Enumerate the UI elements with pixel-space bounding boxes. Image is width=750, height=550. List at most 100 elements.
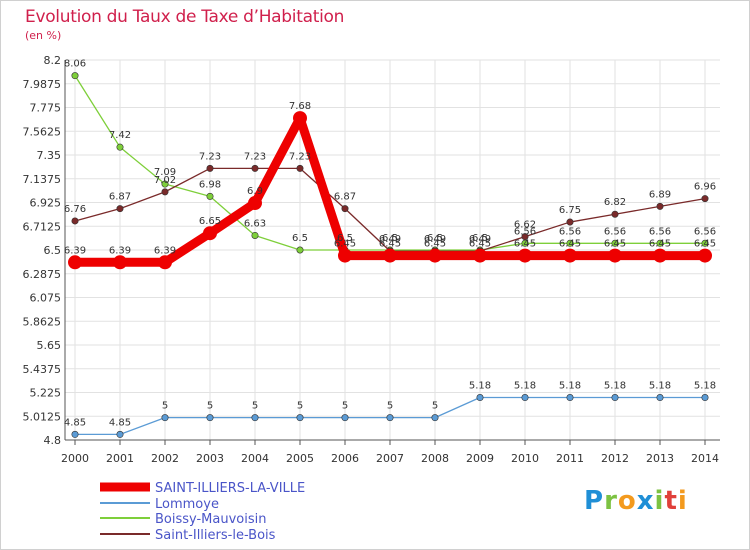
data-label: 6.5 [292,233,308,244]
data-label: 6.49 [424,234,446,245]
data-label: 5 [162,401,168,412]
data-label: 6.82 [604,197,626,208]
data-point [251,164,259,172]
data-point [296,246,304,254]
y-tick-label: 5.4375 [23,363,62,376]
y-tick-label: 6.2875 [23,268,62,281]
data-point [518,248,532,263]
legend-label: SAINT-ILLIERS-LA-VILLE [155,481,305,496]
data-point [521,233,529,241]
data-point [701,239,709,247]
data-label: 6.49 [379,234,401,245]
y-tick-label: 6.5 [44,244,62,257]
data-point [116,205,124,213]
data-point [428,248,442,263]
data-point [206,192,214,200]
data-label: 6.62 [514,220,536,231]
y-tick-label: 6.075 [30,292,62,305]
data-label: 7.23 [199,151,221,162]
y-tick-label: 7.1375 [23,173,62,186]
data-point [293,111,307,126]
proxiti-logo: Proxiti [584,486,688,516]
data-label: 6.45 [334,239,356,250]
data-label: 6.45 [424,239,446,250]
data-point [296,414,304,422]
data-point [116,143,124,151]
data-point [656,202,664,210]
data-label: 5 [387,401,393,412]
data-label: 6.5 [337,233,353,244]
data-point [71,430,79,438]
chart-title: Evolution du Taux de Taxe d’Habitation [25,7,345,27]
y-tick-label: 5.225 [30,387,62,400]
x-tick-label: 2004 [241,452,269,465]
data-label: 6.89 [649,189,671,200]
data-label: 5.18 [694,381,716,392]
y-tick-label: 6.7125 [23,220,62,233]
data-label: 5 [432,401,438,412]
y-tick-label: 5.65 [37,339,62,352]
data-point [338,248,352,263]
data-label: 5 [297,401,303,412]
x-tick-label: 2001 [106,452,134,465]
data-point [251,414,259,422]
data-point [653,248,667,263]
data-label: 7.09 [154,167,176,178]
y-tick-label: 4.8 [44,434,62,447]
data-point [158,255,172,270]
data-label: 5.18 [514,381,536,392]
data-point [206,414,214,422]
data-label: 6.63 [244,218,266,229]
chart-subtitle: (en %) [25,29,62,42]
data-label: 6.9 [247,186,263,197]
data-label: 6.39 [109,245,131,256]
x-tick-label: 2000 [61,452,89,465]
y-tick-label: 5.0125 [23,410,62,423]
data-point [473,248,487,263]
x-tick-label: 2006 [331,452,359,465]
data-label: 6.49 [469,234,491,245]
data-label: 5.18 [604,381,626,392]
data-point [206,164,214,172]
x-tick-label: 2009 [466,452,494,465]
data-label: 6.45 [469,239,491,250]
data-point [566,239,574,247]
data-label: 6.56 [514,226,536,237]
data-label: 4.85 [64,417,86,428]
data-point [611,210,619,218]
data-point [656,239,664,247]
data-point [701,195,709,203]
data-point [431,414,439,422]
data-label: 7.42 [109,130,131,141]
data-label: 6.56 [649,226,671,237]
data-label: 5 [342,401,348,412]
data-label: 6.45 [649,239,671,250]
data-point [701,394,709,402]
data-point [161,188,169,196]
x-tick-label: 2008 [421,452,449,465]
data-point [203,226,217,241]
data-label: 7.23 [289,151,311,162]
data-point [476,394,484,402]
data-point [71,217,79,225]
data-point [521,394,529,402]
data-label: 6.96 [694,182,716,193]
y-tick-label: 6.925 [30,197,62,210]
data-point [383,248,397,263]
data-point [563,248,577,263]
data-label: 6.76 [64,204,86,215]
data-point [656,394,664,402]
data-label: 6.39 [64,245,86,256]
data-label: 4.85 [109,417,131,428]
legend-label: Saint-Illiers-le-Bois [155,528,276,543]
data-point [251,231,259,239]
data-label: 5 [252,401,258,412]
data-point [296,164,304,172]
data-label: 6.45 [604,239,626,250]
data-point [161,180,169,188]
data-label: 6.87 [334,192,356,203]
y-tick-label: 5.8625 [23,315,62,328]
data-label: 6.75 [559,205,581,216]
